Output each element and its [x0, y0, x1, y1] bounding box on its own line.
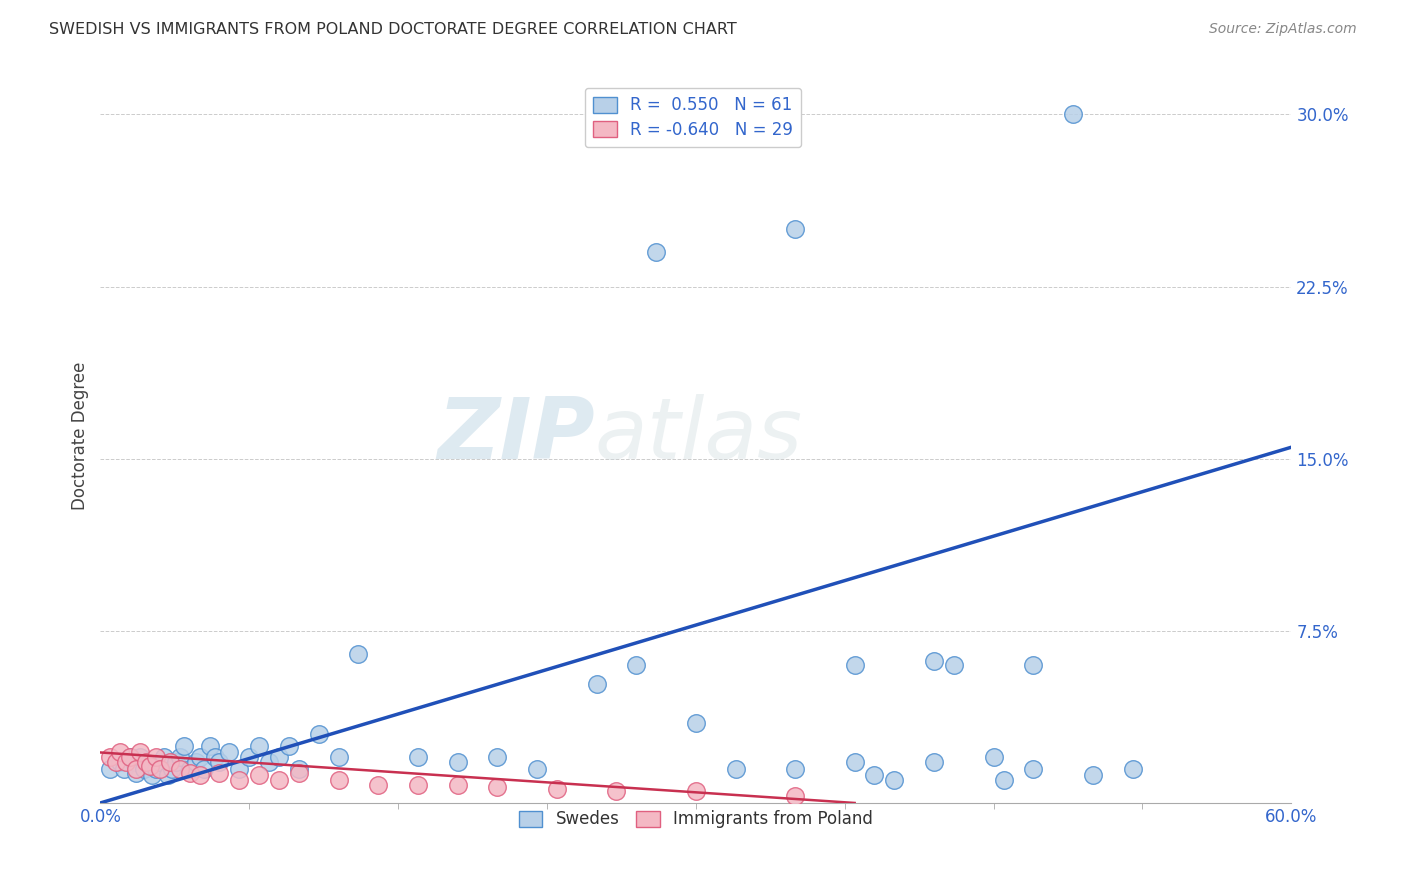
Point: [844, 658, 866, 673]
Point: [179, 766, 201, 780]
Point: [125, 762, 148, 776]
Point: [141, 768, 163, 782]
Point: [173, 739, 195, 753]
Point: [724, 762, 747, 776]
Point: [546, 782, 568, 797]
Point: [108, 755, 131, 769]
Point: [139, 759, 162, 773]
Point: [188, 750, 211, 764]
Point: [149, 762, 172, 776]
Point: [149, 755, 172, 769]
Point: [367, 778, 389, 792]
Point: [129, 750, 152, 764]
Point: [188, 768, 211, 782]
Text: atlas: atlas: [595, 394, 803, 477]
Point: [942, 658, 965, 673]
Point: [208, 755, 231, 769]
Point: [983, 750, 1005, 764]
Point: [228, 772, 250, 787]
Point: [105, 755, 128, 769]
Point: [844, 755, 866, 769]
Point: [922, 755, 945, 769]
Point: [626, 658, 648, 673]
Point: [98, 750, 121, 764]
Point: [169, 750, 191, 764]
Point: [184, 755, 207, 769]
Point: [446, 778, 468, 792]
Y-axis label: Doctorate Degree: Doctorate Degree: [72, 361, 89, 510]
Point: [228, 762, 250, 776]
Point: [883, 772, 905, 787]
Point: [115, 755, 138, 769]
Point: [526, 762, 548, 776]
Point: [108, 746, 131, 760]
Legend: Swedes, Immigrants from Poland: Swedes, Immigrants from Poland: [512, 804, 879, 835]
Point: [406, 778, 429, 792]
Point: [204, 750, 226, 764]
Point: [145, 762, 167, 776]
Point: [120, 750, 142, 764]
Point: [1081, 768, 1104, 782]
Point: [247, 739, 270, 753]
Point: [863, 768, 886, 782]
Point: [135, 755, 157, 769]
Point: [267, 750, 290, 764]
Point: [112, 762, 135, 776]
Point: [1122, 762, 1144, 776]
Point: [446, 755, 468, 769]
Point: [783, 222, 806, 236]
Point: [165, 755, 187, 769]
Point: [1022, 658, 1045, 673]
Point: [160, 762, 183, 776]
Point: [132, 762, 155, 776]
Point: [277, 739, 299, 753]
Point: [406, 750, 429, 764]
Point: [120, 750, 142, 764]
Point: [347, 647, 370, 661]
Text: ZIP: ZIP: [437, 394, 595, 477]
Point: [156, 768, 179, 782]
Point: [783, 789, 806, 803]
Point: [605, 784, 627, 798]
Point: [257, 755, 280, 769]
Point: [145, 750, 167, 764]
Point: [193, 762, 215, 776]
Point: [169, 762, 191, 776]
Point: [486, 780, 509, 794]
Point: [685, 715, 707, 730]
Text: Source: ZipAtlas.com: Source: ZipAtlas.com: [1209, 22, 1357, 37]
Point: [218, 746, 240, 760]
Point: [129, 746, 152, 760]
Point: [122, 755, 145, 769]
Point: [247, 768, 270, 782]
Point: [198, 739, 221, 753]
Point: [328, 750, 350, 764]
Point: [585, 676, 607, 690]
Point: [685, 784, 707, 798]
Point: [783, 762, 806, 776]
Point: [179, 762, 201, 776]
Point: [1022, 762, 1045, 776]
Point: [267, 772, 290, 787]
Point: [159, 755, 181, 769]
Point: [153, 750, 176, 764]
Point: [486, 750, 509, 764]
Point: [645, 245, 668, 260]
Point: [125, 766, 148, 780]
Point: [238, 750, 260, 764]
Point: [98, 762, 121, 776]
Text: SWEDISH VS IMMIGRANTS FROM POLAND DOCTORATE DEGREE CORRELATION CHART: SWEDISH VS IMMIGRANTS FROM POLAND DOCTOR…: [49, 22, 737, 37]
Point: [288, 762, 311, 776]
Point: [208, 766, 231, 780]
Point: [328, 772, 350, 787]
Point: [922, 654, 945, 668]
Point: [136, 756, 159, 771]
Point: [993, 772, 1015, 787]
Point: [1062, 107, 1084, 121]
Point: [288, 766, 311, 780]
Point: [308, 727, 330, 741]
